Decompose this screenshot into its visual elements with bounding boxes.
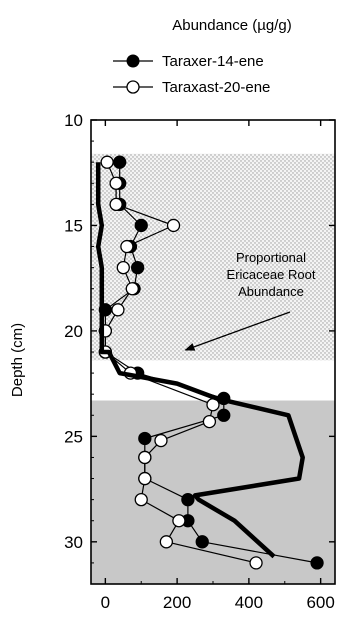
x-tick-label: 400	[235, 593, 263, 612]
legend-entry-taraxast: Taraxast-20-ene	[113, 79, 270, 96]
taraxast-point	[172, 514, 186, 528]
legend-entry-taraxer: Taraxer-14-ene	[113, 53, 264, 70]
taraxer-point	[195, 535, 209, 549]
ericaceae-root-abundance-line	[95, 162, 305, 559]
annotation-line: Proportional	[236, 250, 306, 265]
taraxast-point	[125, 282, 139, 296]
annotation-line: Abundance	[238, 284, 304, 299]
taraxast-point	[154, 433, 168, 448]
taraxast-point	[109, 176, 123, 190]
y-tick-label: 15	[64, 216, 83, 235]
taraxast-point	[138, 471, 152, 486]
taraxast-point	[109, 197, 123, 212]
annotation-line: Ericaceae Root	[227, 267, 316, 282]
dotted-band	[91, 153, 335, 361]
taraxast-point	[202, 414, 217, 429]
taraxer-point	[134, 218, 148, 233]
taraxer-point	[310, 556, 324, 570]
taraxast-point	[249, 556, 263, 570]
taraxer-point	[113, 155, 127, 169]
taraxast-point	[111, 303, 125, 317]
y-tick-label: 30	[64, 533, 83, 552]
legend-title: Abundance (µg/g)	[172, 17, 292, 34]
y-tick-label: 10	[64, 111, 83, 130]
taraxast-point	[120, 239, 134, 254]
taraxast-point	[100, 155, 114, 169]
x-tick-label: 200	[163, 593, 191, 612]
y-tick-label: 20	[64, 322, 83, 341]
series-layer	[95, 155, 324, 570]
taraxer-point	[138, 431, 152, 446]
taraxer-point	[217, 408, 231, 422]
legend-taraxer-label: Taraxer-14-ene	[162, 53, 264, 70]
x-tick-label: 600	[306, 593, 334, 612]
y-axis-label: Depth (cm)	[9, 323, 26, 397]
taraxast-point	[166, 218, 181, 233]
legend-taraxast-label: Taraxast-20-ene	[162, 79, 270, 96]
taraxast-point	[116, 260, 130, 275]
taraxer-point	[181, 492, 195, 507]
y-tick-label: 25	[64, 427, 83, 446]
annotation-layer: Proportional Ericaceae Root Abundance	[184, 250, 316, 351]
taraxast-point	[138, 450, 152, 465]
taraxast-point	[159, 535, 174, 549]
taraxer-point	[130, 260, 145, 275]
taraxast-point	[134, 492, 148, 507]
legend-taraxast-marker	[126, 80, 140, 94]
axes-layer: 10 15 20 25 30 0 200 400 600	[64, 111, 336, 612]
annotation-arrow	[184, 311, 291, 351]
legend-taraxer-marker	[126, 54, 140, 68]
x-tick-label: 0	[101, 593, 110, 612]
